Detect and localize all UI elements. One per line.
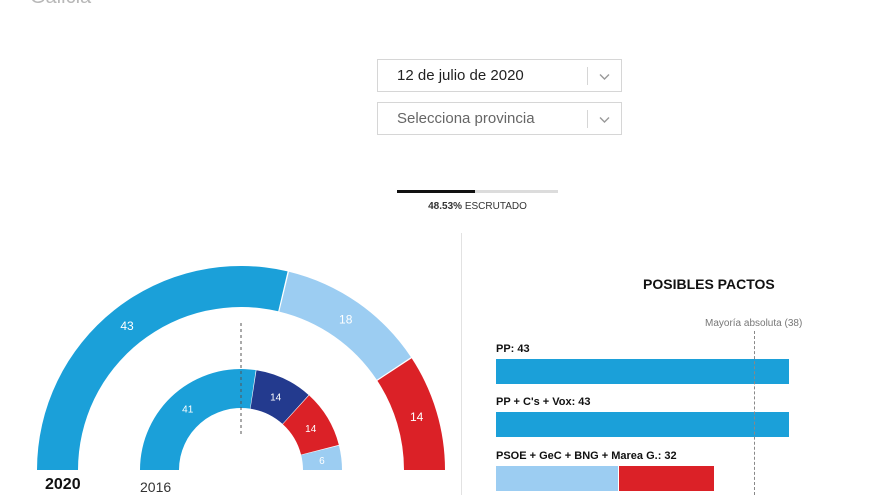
scrutiny-text: ESCRUTADO [464,201,527,212]
select-divider [587,67,588,85]
pact-bar [496,359,790,384]
year-2020-tab[interactable]: 2020 [45,476,81,493]
inner-segment[interactable] [282,395,339,455]
outer-segment-label: 43 [120,319,134,333]
outer-segment-label: 18 [339,312,353,326]
hemicycle-chart: 43 18 14 41 14 14 6 [37,266,445,470]
chevron-down-icon [599,117,610,123]
pact-bar [496,412,790,437]
pact-bar [496,466,715,491]
pact-label: PP + C's + Vox: 43 [496,396,591,408]
pactos-title: POSIBLES PACTOS [643,276,775,292]
inner-segment-label: 41 [182,404,194,415]
inner-segment-label: 14 [270,392,282,403]
inner-segment[interactable] [301,445,342,470]
province-select-placeholder: Selecciona provincia [397,110,535,127]
outer-segment[interactable] [37,266,288,470]
outer-segment[interactable] [279,271,411,380]
pact-bar-segment [619,466,714,491]
scrutiny-percent: 48.53% [428,201,463,212]
pact-bar-segment [496,466,619,491]
province-select[interactable]: Selecciona provincia [377,102,622,135]
pact-bar-segment [496,359,789,384]
inner-segment-label: 6 [319,456,325,467]
inner-segment[interactable] [140,369,256,470]
pact-label: PSOE + GeC + BNG + Marea G.: 32 [496,450,677,462]
select-divider [587,110,588,128]
scrutiny-label: 48.53% ESCRUTADO [397,201,558,212]
majority-label: Mayoría absoluta (38) [705,318,803,329]
inner-segment[interactable] [250,370,309,424]
pact-label: PP: 43 [496,343,530,355]
outer-segment-label: 14 [410,410,424,424]
scrutiny-progress-fill [397,190,476,193]
chevron-down-icon [599,74,610,80]
date-select[interactable]: 12 de julio de 2020 [377,59,622,92]
pact-bar-segment [496,412,789,437]
scrutiny-progress-bar [397,190,558,193]
section-divider [461,233,462,495]
region-title: Galicia [30,0,91,9]
outer-segment[interactable] [377,358,445,470]
year-2016-tab[interactable]: 2016 [140,479,172,495]
date-select-value: 12 de julio de 2020 [397,67,524,84]
inner-segment-label: 14 [305,424,317,435]
majority-line [753,331,755,495]
